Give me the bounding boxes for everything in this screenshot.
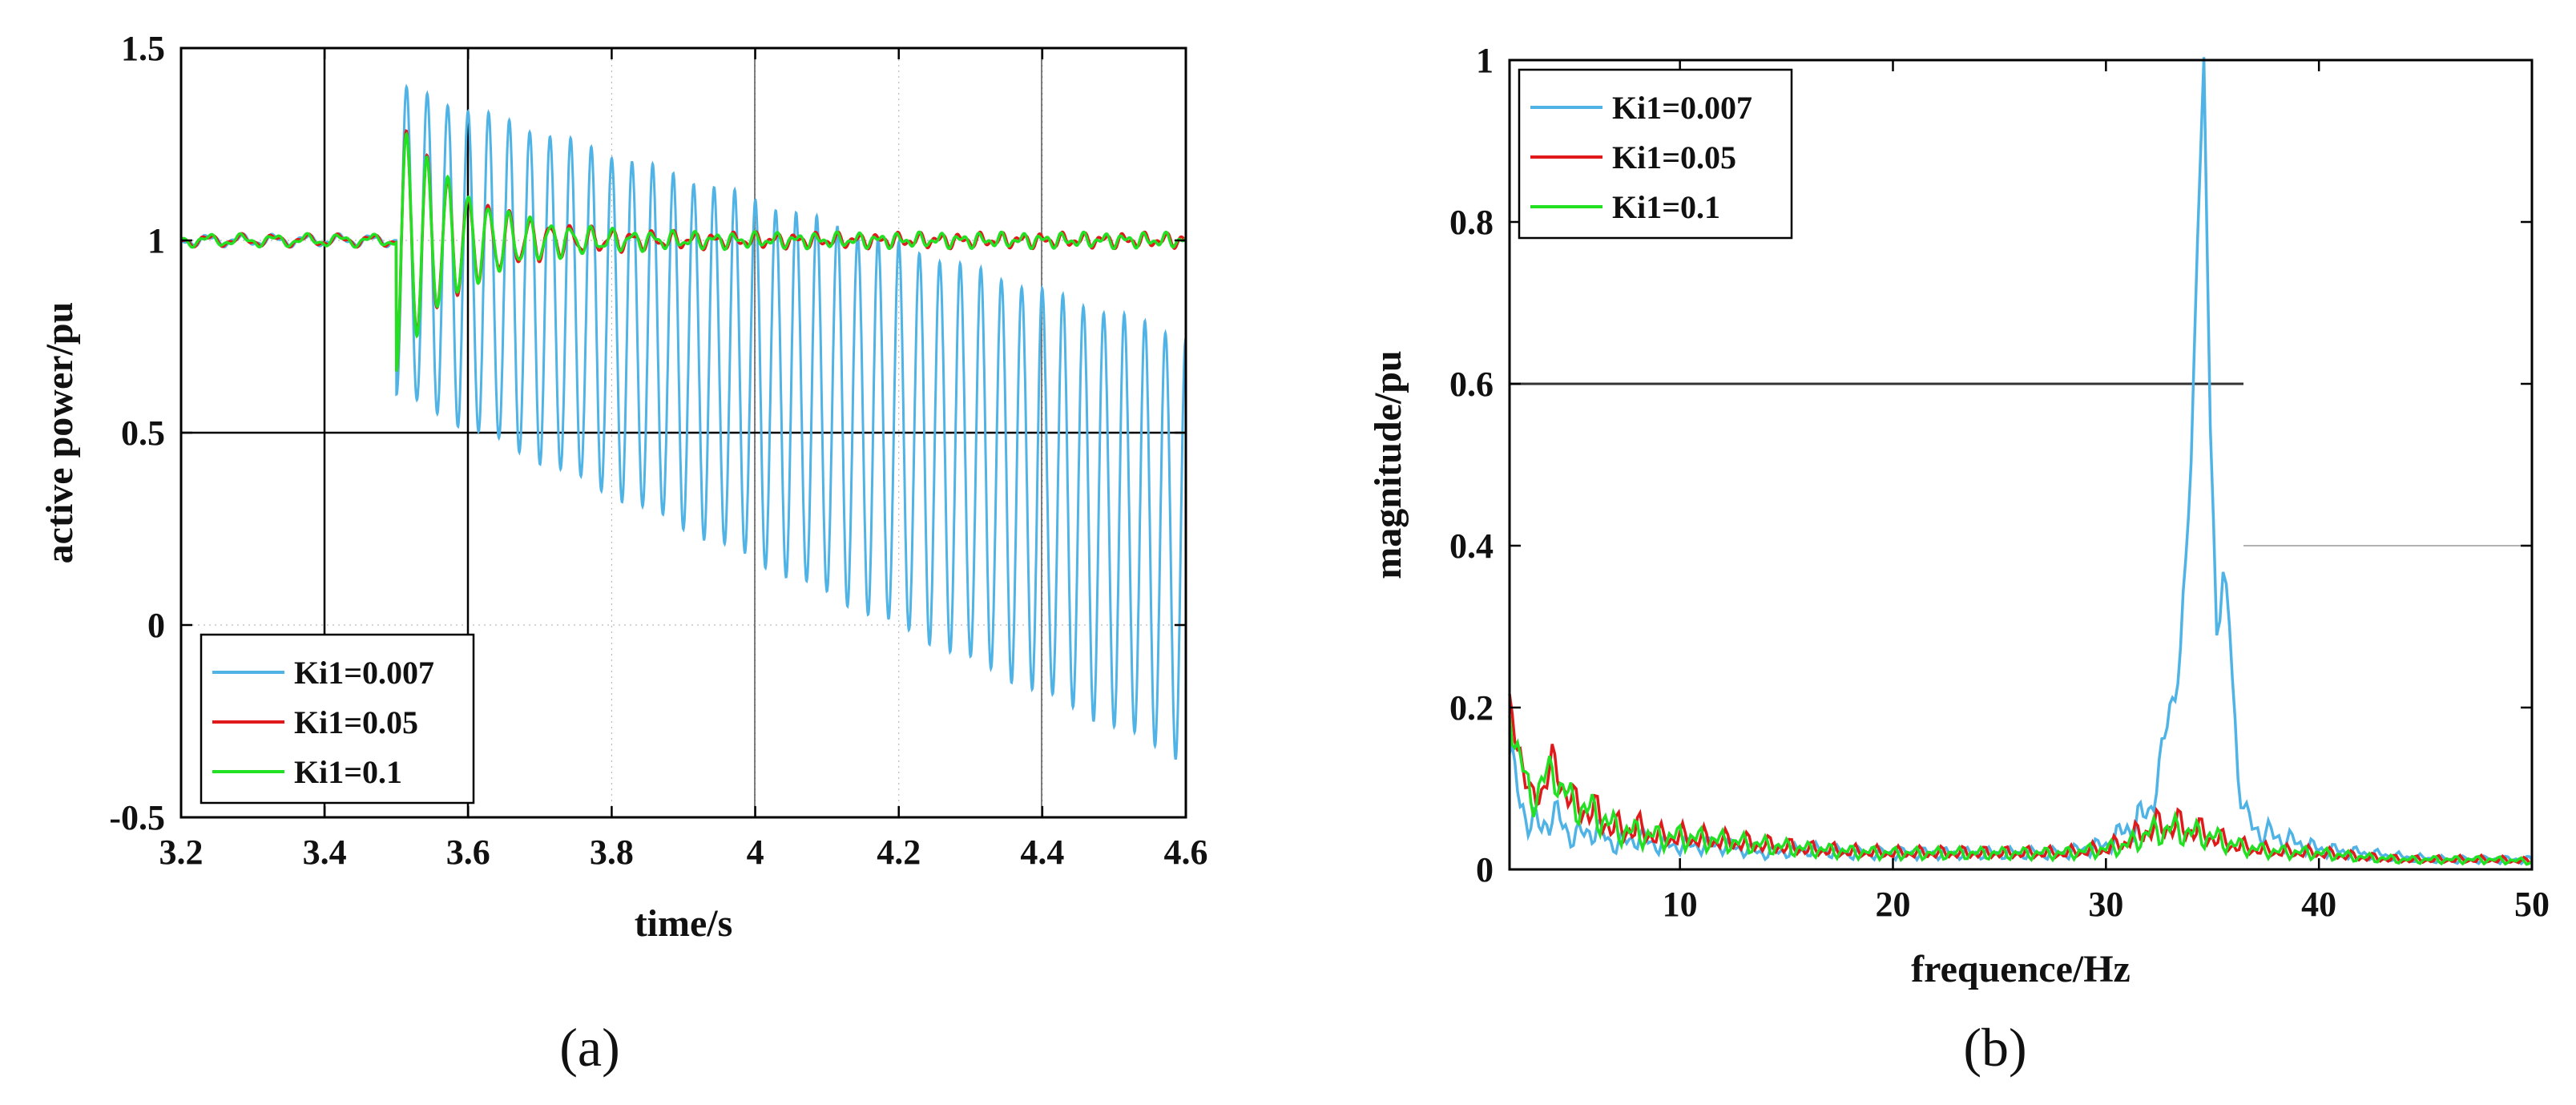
legend-box: [200, 633, 475, 805]
panel-b-label: (b): [1963, 1017, 2026, 1078]
y-tick-label: 0: [1476, 850, 1494, 889]
panel-a-x-ticks: 3.2 3.4 3.6 3.8 4 4.2 4.4 4.6: [159, 48, 1208, 872]
x-tick-label: 4.2: [877, 833, 921, 872]
x-tick-label: 3.6: [446, 833, 490, 872]
legend-label: Ki1=0.1: [294, 754, 402, 790]
series-line-ki1-0-007: [179, 83, 1187, 760]
legend-label: Ki1=0.1: [1612, 189, 1720, 225]
panel-b-x-axis-label: frequence/Hz: [1911, 948, 2131, 990]
y-tick-label: 0.6: [1449, 365, 1494, 404]
x-tick-label: 30: [2088, 885, 2123, 924]
x-tick-label: 4: [747, 833, 764, 872]
x-tick-label: 3.4: [303, 833, 347, 872]
y-tick-label: 1.5: [121, 29, 165, 68]
series-line-ki1-0-1: [180, 131, 1187, 372]
x-tick-label: 3.8: [590, 833, 634, 872]
x-tick-label: 4.4: [1020, 833, 1064, 872]
panel-b-axes-box: [1508, 58, 2534, 871]
y-tick-label: 0.8: [1449, 203, 1494, 242]
panel-b-y-ticks: 0 0.2 0.4 0.6 0.8 1: [1449, 41, 2532, 889]
panel-a-x-axis-label: time/s: [635, 902, 733, 945]
legend-label: Ki1=0.05: [294, 704, 418, 740]
panel-a-y-ticks: -0.5 0 0.5 1 1.5: [109, 29, 1186, 837]
y-tick-label: 0: [147, 606, 165, 645]
panel-b-legend: Ki1=0.007 Ki1=0.05 Ki1=0.1: [1518, 68, 1793, 240]
x-tick-label: 20: [1876, 885, 1911, 924]
panel-a-time-domain-chart: 3.2 3.4 3.6 3.8 4 4.2 4.4 4.6 -0.5 0 0.5 1 1.5 time…: [38, 29, 1208, 1078]
panel-a-label: (a): [559, 1017, 619, 1078]
panel-b-series: [1508, 57, 2534, 866]
panel-b-reference-lines: [1510, 382, 2532, 546]
panel-a-legend: Ki1=0.007 Ki1=0.05 Ki1=0.1: [200, 633, 475, 805]
panel-a-series: [179, 83, 1187, 760]
y-tick-label: -0.5: [109, 798, 165, 837]
panel-b-x-ticks: 10 20 30 40 50: [1663, 60, 2550, 924]
x-tick-label: 50: [2514, 885, 2550, 924]
y-tick-label: 0.5: [121, 413, 165, 453]
x-tick-label: 3.2: [159, 833, 204, 872]
series-line-ki1-0-1: [1508, 716, 2534, 866]
y-tick-label: 1: [1476, 41, 1494, 80]
x-tick-label: 40: [2301, 885, 2336, 924]
x-tick-label: 4.6: [1164, 833, 1208, 872]
legend-box: [1518, 68, 1793, 240]
y-tick-label: 1: [147, 221, 165, 260]
x-tick-label: 10: [1663, 885, 1698, 924]
y-tick-label: 0.2: [1449, 688, 1494, 728]
y-tick-label: 0.4: [1449, 526, 1494, 566]
panel-b-y-axis-label: magnitude/pu: [1367, 350, 1409, 579]
panel-a-y-axis-label: active power/pu: [38, 302, 81, 564]
legend-label: Ki1=0.007: [1612, 90, 1752, 126]
legend-label: Ki1=0.05: [1612, 139, 1736, 175]
legend-label: Ki1=0.007: [294, 655, 434, 691]
panel-b-spectrum-chart: 10 20 30 40 50 0 0.2 0.4 0.6 0.8 1 frequence/Hz m…: [1367, 41, 2550, 1078]
